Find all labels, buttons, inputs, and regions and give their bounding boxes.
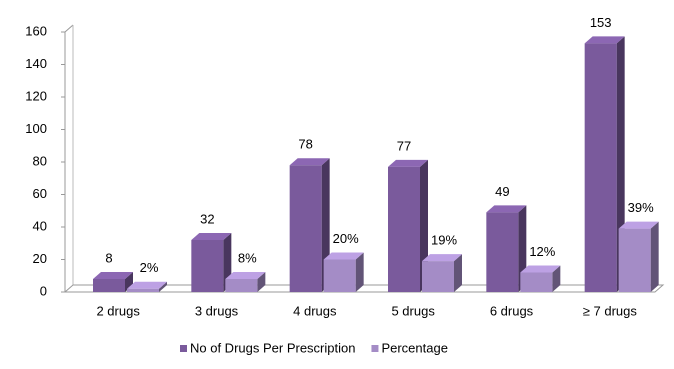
bar: [422, 261, 454, 292]
axis-wall: [64, 24, 74, 292]
x-tick-label: 6 drugs: [490, 303, 534, 318]
bar: [323, 259, 356, 292]
data-label: 39%: [628, 200, 654, 215]
bar-group: [486, 205, 527, 292]
data-label: 20%: [333, 231, 359, 246]
x-tick-label: 3 drugs: [195, 303, 239, 318]
data-label: 78: [298, 137, 312, 152]
bar-side: [552, 265, 561, 292]
y-tick-label: 140: [25, 56, 47, 71]
legend-swatch: [371, 345, 379, 352]
data-label: 19%: [431, 233, 457, 248]
data-label: 32: [200, 211, 214, 226]
bar: [289, 165, 322, 292]
bar-group: [127, 281, 167, 292]
bar-top: [422, 254, 462, 262]
y-tick-label: 20: [33, 251, 47, 266]
bar-top: [486, 205, 527, 213]
bar-top: [323, 252, 364, 260]
bar: [486, 212, 519, 292]
bar: [191, 240, 224, 292]
bar: [225, 279, 258, 292]
bar-group: [323, 252, 364, 292]
data-label: 77: [397, 138, 411, 153]
bar: [584, 43, 617, 292]
y-tick-label: 40: [33, 218, 47, 233]
bar-group: [388, 159, 428, 292]
y-tick-label: 120: [25, 88, 47, 103]
bar-top: [618, 221, 659, 229]
bar-side: [125, 272, 133, 292]
y-tick-label: 0: [40, 283, 47, 298]
bar-top: [127, 281, 167, 289]
x-tick-label: ≥ 7 drugs: [583, 303, 638, 318]
data-label: 8: [105, 250, 112, 265]
bar: [93, 279, 125, 292]
y-tick-label: 100: [25, 121, 47, 136]
y-tick-label: 60: [33, 186, 47, 201]
bar: [127, 288, 159, 292]
bar-group: [225, 272, 266, 292]
bar-top: [520, 265, 561, 273]
bar: [388, 166, 420, 292]
bar-side: [650, 221, 659, 292]
bar-top: [388, 159, 428, 167]
data-label: 153: [590, 15, 612, 30]
bar-side: [159, 281, 167, 292]
data-label: 2%: [140, 260, 159, 275]
bar-group: [520, 265, 561, 292]
y-tick-label: 80: [33, 153, 47, 168]
y-tick-label: 160: [25, 23, 47, 38]
legend-label: Percentage: [381, 340, 448, 355]
x-tick-label: 2 drugs: [96, 303, 140, 318]
data-label: 12%: [529, 244, 555, 259]
bar: [618, 228, 651, 292]
bar-top: [289, 158, 330, 166]
bar-side: [454, 254, 462, 292]
bar-top: [191, 233, 232, 240]
x-tick-label: 4 drugs: [293, 303, 337, 318]
data-label: 49: [495, 184, 509, 199]
bar-side: [355, 252, 364, 292]
legend-label: No of Drugs Per Prescription: [190, 340, 355, 355]
bar-group: [422, 254, 462, 292]
legend-swatch: [180, 345, 187, 352]
data-label: 8%: [238, 250, 257, 265]
bar-top: [584, 36, 625, 44]
x-tick-label: 5 drugs: [391, 303, 435, 318]
bar: [520, 272, 553, 292]
bar-group: [618, 221, 659, 292]
bar-side: [257, 272, 266, 292]
bar-top: [93, 272, 133, 279]
bar-top: [225, 272, 266, 279]
bar-group: [93, 272, 133, 292]
